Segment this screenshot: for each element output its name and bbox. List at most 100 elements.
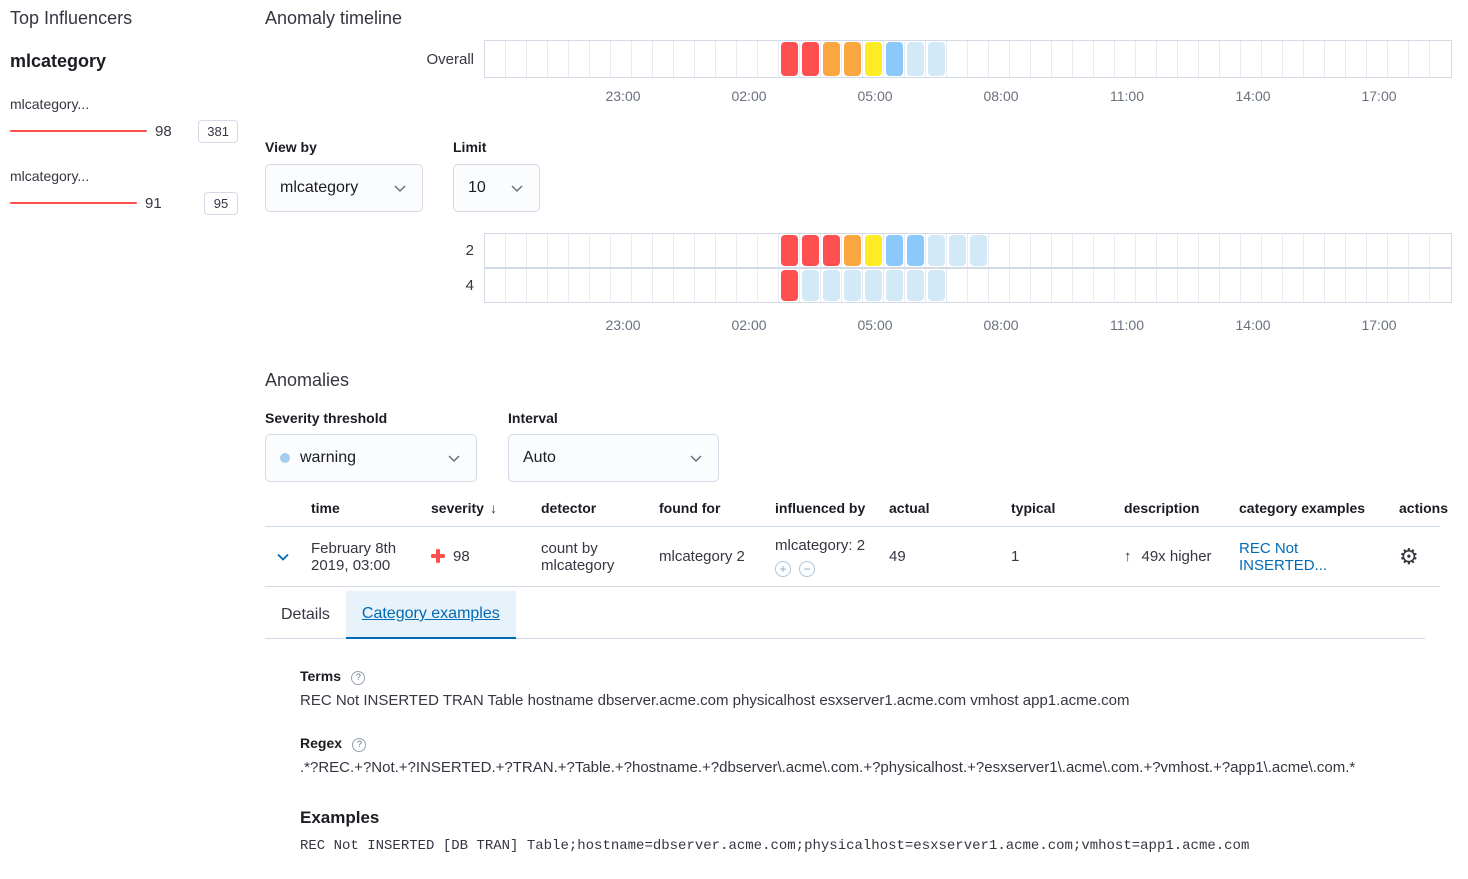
row-expand-button[interactable] [265, 541, 301, 573]
swimlane-cell[interactable] [968, 41, 989, 77]
swimlane-cell[interactable] [485, 41, 506, 77]
swimlane-cell[interactable] [611, 41, 632, 77]
swimlane-cell[interactable] [506, 41, 527, 77]
swimlane-cell[interactable] [548, 269, 569, 302]
swimlane-cell[interactable] [1283, 41, 1304, 77]
swimlane-cell[interactable] [716, 234, 737, 267]
swimlane-cell[interactable] [1073, 269, 1094, 302]
swimlane-cell[interactable] [1031, 269, 1052, 302]
swimlane-cell[interactable] [653, 269, 674, 302]
swimlane-cell[interactable] [695, 234, 716, 267]
swimlane-cell[interactable] [1388, 234, 1409, 267]
swimlane-cell[interactable] [1178, 234, 1199, 267]
swimlane-cell[interactable] [1220, 269, 1241, 302]
swimlane-cell[interactable] [1136, 234, 1157, 267]
swimlane-cell[interactable] [548, 234, 569, 267]
swimlane-cell[interactable] [1220, 234, 1241, 267]
swimlane-cell[interactable] [569, 41, 590, 77]
swimlane-cell[interactable] [1010, 234, 1031, 267]
swimlane-cell[interactable] [1241, 41, 1262, 77]
swimlane-cell[interactable] [1409, 269, 1430, 302]
swimlane-cell[interactable] [1367, 269, 1388, 302]
swimlane-cell[interactable] [800, 269, 821, 302]
column-header-found-for[interactable]: found for [659, 500, 721, 516]
swimlane-cell[interactable] [674, 269, 695, 302]
interval-select[interactable]: Auto [508, 434, 719, 482]
swimlane-cell[interactable] [737, 269, 758, 302]
swimlane-cell[interactable] [653, 41, 674, 77]
swimlane-cell[interactable] [1052, 41, 1073, 77]
influencer-item[interactable]: mlcategory... 91 95 [10, 168, 238, 216]
swimlane-cell[interactable] [548, 41, 569, 77]
swimlane-cell[interactable] [1178, 41, 1199, 77]
swimlane-cell[interactable] [1115, 234, 1136, 267]
swimlane-cell[interactable] [758, 234, 779, 267]
swimlane-cell[interactable] [1430, 41, 1451, 77]
severity-threshold-select[interactable]: warning [265, 434, 477, 482]
swimlane-cell[interactable] [947, 234, 968, 267]
swimlane-cell[interactable] [863, 41, 884, 77]
swimlane-cell[interactable] [1241, 269, 1262, 302]
swimlane-cell[interactable] [863, 234, 884, 267]
swimlane-cell[interactable] [632, 234, 653, 267]
swimlane-cell[interactable] [1346, 234, 1367, 267]
swimlane-cell[interactable] [1073, 41, 1094, 77]
swimlane-cell[interactable] [1157, 269, 1178, 302]
swimlane-cell[interactable] [1409, 41, 1430, 77]
influencer-item[interactable]: mlcategory... 98 381 [10, 96, 238, 144]
help-icon[interactable]: ? [351, 670, 366, 685]
swimlane-cell[interactable] [1094, 41, 1115, 77]
swimlane-cell[interactable] [1367, 41, 1388, 77]
remove-filter-icon[interactable]: − [799, 560, 815, 577]
swimlane-cell[interactable] [1052, 269, 1073, 302]
swimlane-cell[interactable] [1220, 41, 1241, 77]
swimlane-cell[interactable] [1157, 41, 1178, 77]
swimlane-cell[interactable] [800, 41, 821, 77]
swimlane-cell[interactable] [1010, 41, 1031, 77]
swimlane-cell[interactable] [1283, 269, 1304, 302]
swimlane-cell[interactable] [1199, 41, 1220, 77]
column-header-typical[interactable]: typical [1011, 500, 1056, 516]
swimlane-cell[interactable] [737, 41, 758, 77]
column-header-description[interactable]: description [1124, 500, 1200, 516]
swimlane-cell[interactable] [842, 41, 863, 77]
swimlane-cell[interactable] [1262, 269, 1283, 302]
swimlane-cell[interactable] [590, 234, 611, 267]
swimlane-cell[interactable] [989, 269, 1010, 302]
swimlane-cell[interactable] [1241, 234, 1262, 267]
swimlane-cell[interactable] [716, 269, 737, 302]
swimlane-cell[interactable] [1199, 234, 1220, 267]
help-icon[interactable]: ? [352, 737, 367, 752]
swimlane-cell[interactable] [758, 41, 779, 77]
swimlane-cell[interactable] [1346, 269, 1367, 302]
swimlane-cell[interactable] [779, 41, 800, 77]
swimlane-cell[interactable] [716, 41, 737, 77]
swimlane-cell[interactable] [1199, 269, 1220, 302]
swimlane-cell[interactable] [1136, 41, 1157, 77]
swimlane-cell[interactable] [989, 234, 1010, 267]
swimlane-cell[interactable] [1325, 269, 1346, 302]
swimlane-cell[interactable] [1052, 234, 1073, 267]
swimlane-cell[interactable] [1430, 269, 1451, 302]
swimlane-cell[interactable] [1325, 234, 1346, 267]
swimlane-cell[interactable] [632, 269, 653, 302]
limit-select[interactable]: 10 [453, 164, 540, 212]
swimlane-cell[interactable] [1388, 41, 1409, 77]
swimlane-cell[interactable] [1304, 269, 1325, 302]
swimlane-cell[interactable] [1346, 41, 1367, 77]
swimlane-cell[interactable] [1010, 269, 1031, 302]
gear-icon[interactable]: ⚙ [1399, 543, 1419, 569]
column-header-severity[interactable]: severity ↓ [431, 500, 497, 516]
swimlane-cell[interactable] [1073, 234, 1094, 267]
swimlane-cell[interactable] [821, 234, 842, 267]
swimlane-cell[interactable] [863, 269, 884, 302]
swimlane-cell[interactable] [926, 41, 947, 77]
column-header-detector[interactable]: detector [541, 500, 597, 516]
swimlane-cell[interactable] [947, 269, 968, 302]
swimlane-cell[interactable] [926, 234, 947, 267]
swimlane-cell[interactable] [1430, 234, 1451, 267]
add-filter-icon[interactable]: + [775, 560, 791, 577]
swimlane-cell[interactable] [590, 41, 611, 77]
swimlane-cell[interactable] [485, 269, 506, 302]
swimlane-cell[interactable] [800, 234, 821, 267]
